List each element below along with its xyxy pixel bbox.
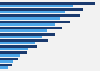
Bar	[0, 51, 27, 54]
Bar	[0, 27, 62, 29]
Bar	[0, 11, 65, 13]
Bar	[0, 64, 12, 66]
Bar	[0, 14, 80, 17]
Bar	[0, 2, 95, 5]
Bar	[0, 45, 37, 48]
Bar	[0, 5, 73, 7]
Bar	[0, 21, 70, 23]
Bar	[0, 29, 47, 32]
Bar	[0, 17, 60, 20]
Bar	[0, 58, 18, 60]
Bar	[0, 39, 48, 42]
Bar	[0, 8, 83, 11]
Bar	[0, 33, 55, 36]
Bar	[0, 23, 55, 26]
Bar	[0, 42, 35, 44]
Bar	[0, 36, 42, 38]
Bar	[0, 54, 20, 57]
Bar	[0, 60, 13, 63]
Bar	[0, 66, 8, 69]
Bar	[0, 48, 28, 50]
